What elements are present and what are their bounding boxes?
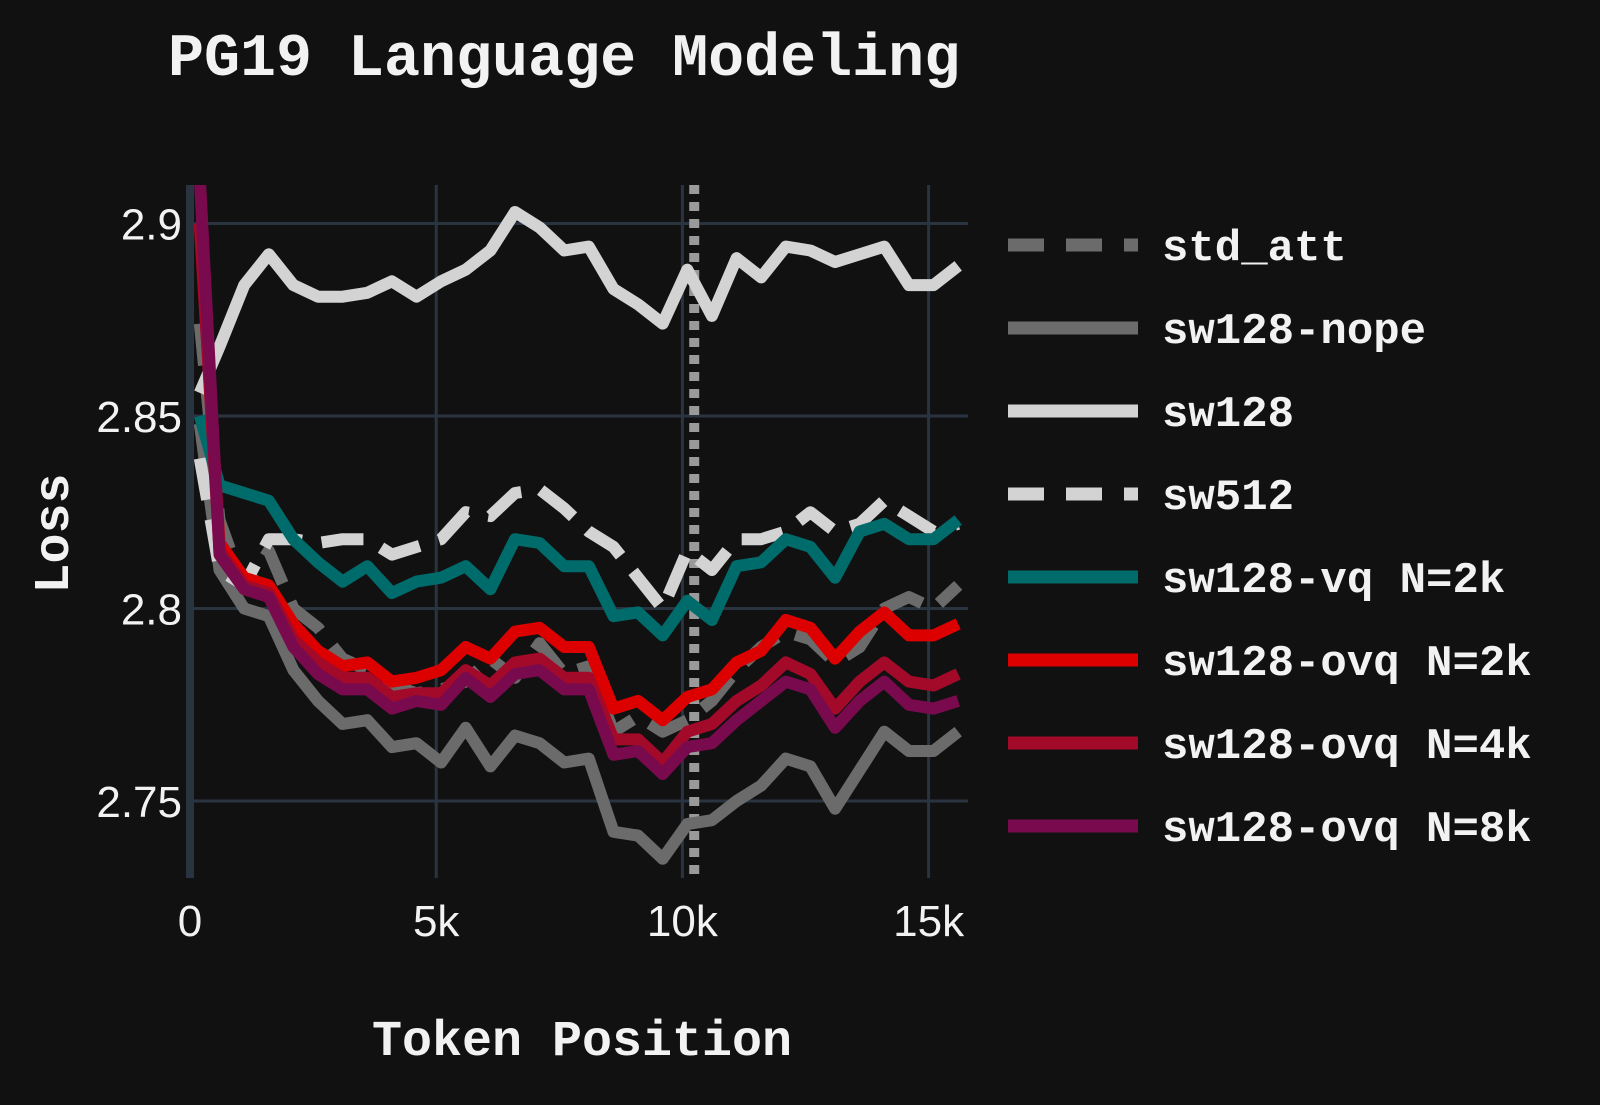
y-tick-label-3: 2.9 xyxy=(121,201,182,250)
series-lines xyxy=(193,185,963,865)
x-tick-label-3: 15k xyxy=(893,897,965,946)
legend-label: sw128-nope xyxy=(1162,307,1426,357)
y-axis-title: Loss xyxy=(27,473,84,593)
legend-item: sw128-vq N=2k xyxy=(1008,556,1505,606)
legend-label: sw512 xyxy=(1162,473,1294,523)
series-line-sw128-ovq-n-4k xyxy=(193,223,961,769)
x-axis-title: Token Position xyxy=(372,1014,792,1071)
y-tick-label-2: 2.85 xyxy=(96,393,182,442)
legend-item: sw128-nope xyxy=(1008,307,1426,357)
series-line-sw512 xyxy=(193,457,960,615)
legend-item: sw128 xyxy=(1008,390,1294,440)
series-line-sw128-nope xyxy=(193,422,962,865)
series-line-sw128-vq-n-2k xyxy=(194,414,962,642)
legend-item: sw128-ovq N=2k xyxy=(1008,639,1532,689)
grid xyxy=(186,185,968,878)
legend-label: std_att xyxy=(1162,224,1347,274)
legend-item: std_att xyxy=(1008,224,1347,274)
series-line-sw128 xyxy=(194,206,962,396)
tick-labels: 0 5k 10k 15k 2.75 2.8 2.85 2.9 xyxy=(96,201,965,947)
legend-item: sw128-ovq N=4k xyxy=(1008,722,1532,772)
legend-label: sw128-ovq N=4k xyxy=(1162,722,1532,772)
legend-label: sw128-ovq N=8k xyxy=(1162,805,1532,855)
x-tick-label-2: 10k xyxy=(647,897,719,946)
series-line-sw128-ovq-n-8k xyxy=(194,185,960,780)
legend: std_att sw128-nope sw128 sw512 sw128-vq N=2k… xyxy=(1008,224,1532,855)
x-tick-label-1: 5k xyxy=(413,897,460,946)
legend-label: sw128-ovq N=2k xyxy=(1162,639,1532,689)
chart-title: PG19 Language Modeling xyxy=(168,26,960,94)
legend-label: sw128 xyxy=(1162,390,1294,440)
legend-item: sw128-ovq N=8k xyxy=(1008,805,1532,855)
x-tick-label-0: 0 xyxy=(178,897,202,946)
y-tick-label-0: 2.75 xyxy=(96,778,182,827)
legend-label: sw128-vq N=2k xyxy=(1162,556,1505,606)
legend-item: sw512 xyxy=(1008,473,1294,523)
y-tick-label-1: 2.8 xyxy=(121,586,182,635)
series-line-sw128-ovq-n-2k xyxy=(193,223,961,727)
